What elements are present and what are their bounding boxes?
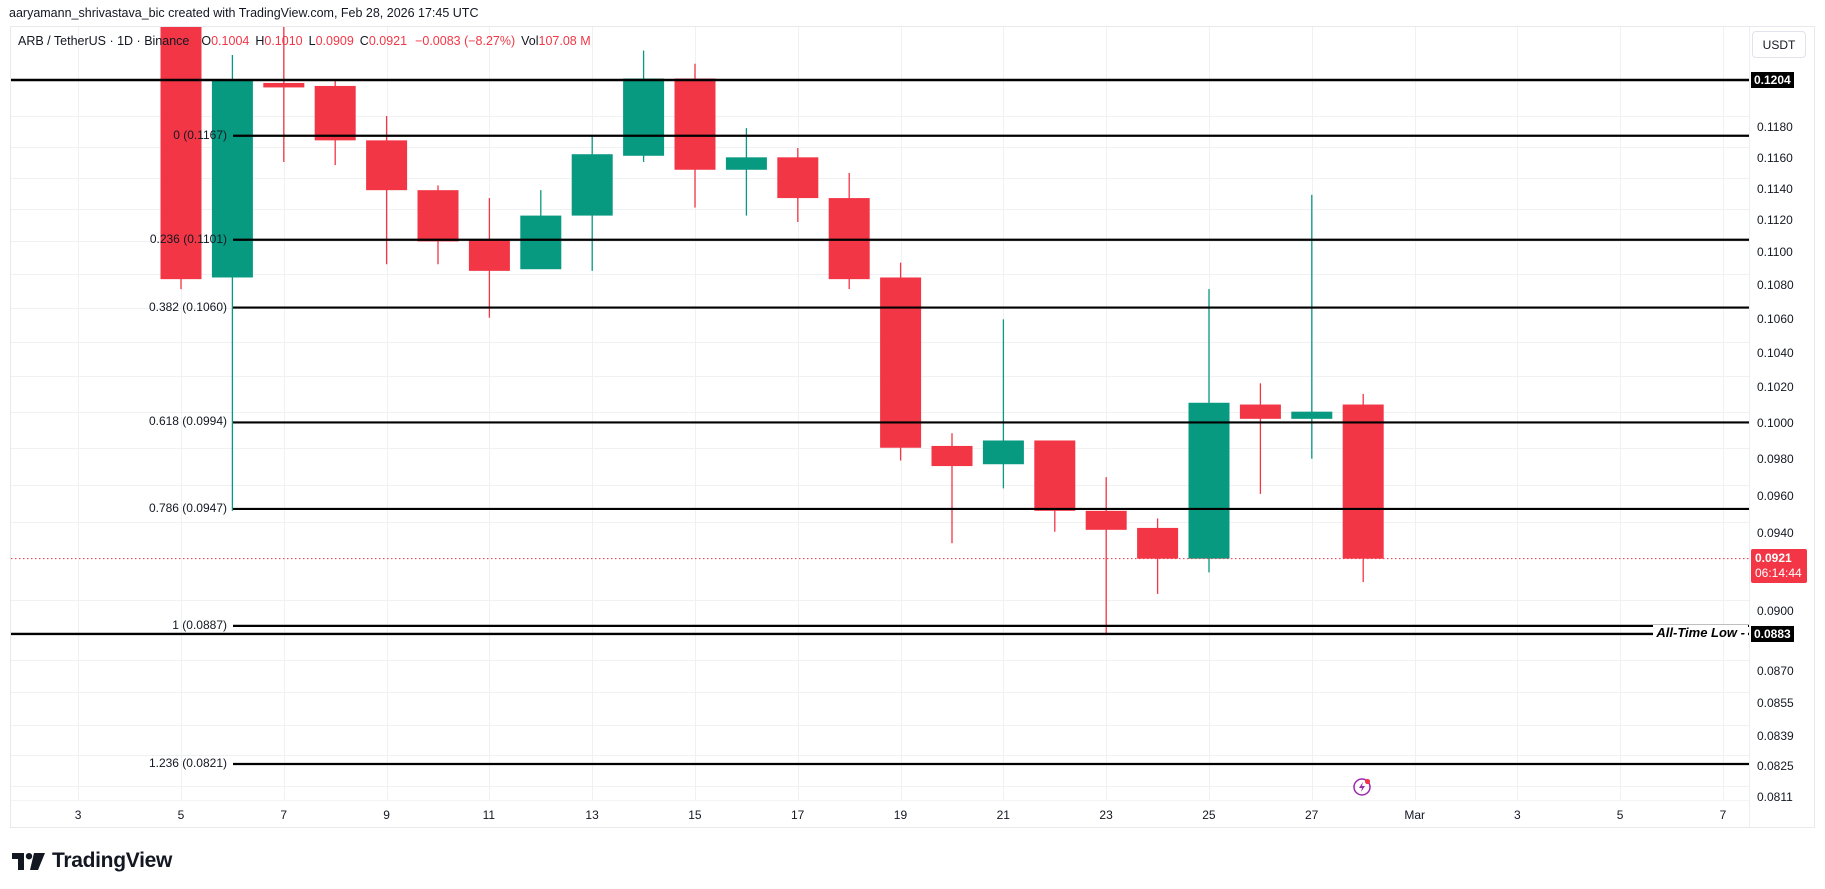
fib-level-label: 0.236 (0.1101) [149,231,227,246]
candle-down[interactable] [1034,440,1076,511]
candle-down[interactable] [468,239,510,271]
legend-high-value: 0.1010 [264,34,303,48]
price-axis-tick: 0.0825 [1757,759,1794,774]
candle-down[interactable] [366,140,408,191]
time-axis-tick: 17 [791,808,805,822]
candle-down[interactable] [777,157,819,199]
time-axis-tick: 3 [74,808,82,822]
fib-level-label: 1 (0.0887) [172,617,227,632]
time-axis-tick: 7 [1719,808,1727,822]
time-axis-tick: 5 [177,808,185,822]
legend-close-value: 0.0921 [368,34,408,48]
time-axis-tick: 23 [1099,808,1113,822]
candle-up[interactable] [520,215,562,270]
candle-down[interactable] [828,198,870,280]
time-axis-tick: 3 [1514,808,1521,822]
price-axis-tick: 0.1020 [1757,380,1794,395]
tradingview-logo[interactable]: TradingView [12,849,172,873]
price-axis-tick: 0.1080 [1757,278,1794,293]
legend-vol-label: Vol [521,34,539,48]
price-axis-tick: 0.0960 [1757,488,1794,503]
candle-down[interactable] [314,85,356,141]
time-axis-tick: 19 [893,808,908,822]
candles [160,27,1384,634]
time-axis-tick: Mar [1404,808,1426,822]
price-axis-tick: 0.0980 [1757,451,1794,466]
time-axis-tick: 25 [1202,808,1216,822]
time-axis-tick: 9 [383,808,390,822]
time-axis-tick: 11 [482,808,496,822]
symbol-legend: ARB / TetherUS · 1D · Binance O 0.1004 H… [18,34,591,48]
candle-up[interactable] [211,80,253,278]
time-axis-tick: 27 [1305,808,1319,822]
price-axis-tick: 0.1160 [1757,150,1793,165]
price-axis-tick: 0.0811 [1757,789,1793,804]
time-axis-tick: 5 [1616,808,1624,822]
chart-caption: aaryamann_shrivastava_bic created with T… [9,6,479,20]
legend-vol-value: 107.08 M [538,34,591,48]
price-axis-tick: 0.0940 [1757,526,1794,541]
lightning-icon[interactable] [1352,777,1372,797]
price-axis-tick: 0.0855 [1757,695,1794,710]
all-time-low-label: All-Time Low - [1653,624,1748,640]
fib-level-label: 0.382 (0.1060) [148,299,227,314]
fib-level-label: 0 (0.1167) [173,127,227,142]
price-axis-tick: 0.1100 [1757,245,1793,260]
candle-up[interactable] [1188,402,1230,559]
legend-open-label: O [201,34,212,48]
candle-down[interactable] [674,78,716,170]
current-price-tag: 0.0921 06:14:44 [1751,548,1807,583]
candle-down[interactable] [1085,510,1127,530]
candle-up[interactable] [982,440,1024,465]
legend-change: −0.0083 (−8.27%) [415,34,516,48]
candle-down[interactable] [417,190,459,242]
candle-down[interactable] [1342,404,1384,559]
legend-close-label: C [359,34,369,48]
time-axis-tick: 13 [585,808,599,822]
candle-up[interactable] [1291,411,1333,419]
fib-level-label: 0.618 (0.0994) [148,414,227,429]
candle-down[interactable] [931,445,973,467]
candle-down[interactable] [263,82,305,88]
time-axis-tick: 21 [996,808,1010,822]
bar-countdown: 06:14:44 [1755,565,1802,580]
legend-low-value: 0.0909 [315,34,354,48]
candle-down[interactable] [160,27,202,280]
legend-low-label: L [308,34,316,48]
current-price: 0.0921 [1755,550,1792,565]
time-axis-tick: 15 [688,808,702,822]
time-axis-tick: 7 [280,808,288,822]
price-axis-tick: 0.1120 [1757,213,1793,228]
price-axis-tick: 0.1060 [1757,311,1794,326]
price-axis-tick: 0.1040 [1757,345,1794,360]
tradingview-logo-text: TradingView [52,849,173,872]
candle-up[interactable] [623,78,665,156]
candle-up[interactable] [725,157,767,170]
fib-level-label: 0.786 (0.0947) [148,500,227,515]
candle-down[interactable] [880,277,922,448]
price-tag-high: 0.1204 [1751,72,1794,88]
price-axis-tick: 0.0870 [1757,664,1794,679]
price-axis-tick: 0.1000 [1757,415,1794,430]
legend-open-value: 0.1004 [211,34,250,48]
fib-level-label: 1.236 (0.0821) [148,756,227,771]
price-axis-tick: 0.0900 [1757,603,1794,618]
legend-high-label: H [255,34,265,48]
price-axis-tick: 0.1140 [1757,181,1793,196]
tradingview-logo-icon [12,852,45,870]
price-tag-all-time-low: 0.0883 [1751,625,1794,642]
price-axis-tick: 0.1180 [1757,119,1793,134]
symbol-title[interactable]: ARB / TetherUS · 1D · Binance [18,34,190,48]
price-axis-tick: 0.0839 [1757,729,1794,744]
candle-down[interactable] [1239,404,1281,419]
currency-unit-button[interactable]: USDT [1752,31,1806,58]
candle-up[interactable] [571,154,613,216]
candle-down[interactable] [1137,527,1179,559]
